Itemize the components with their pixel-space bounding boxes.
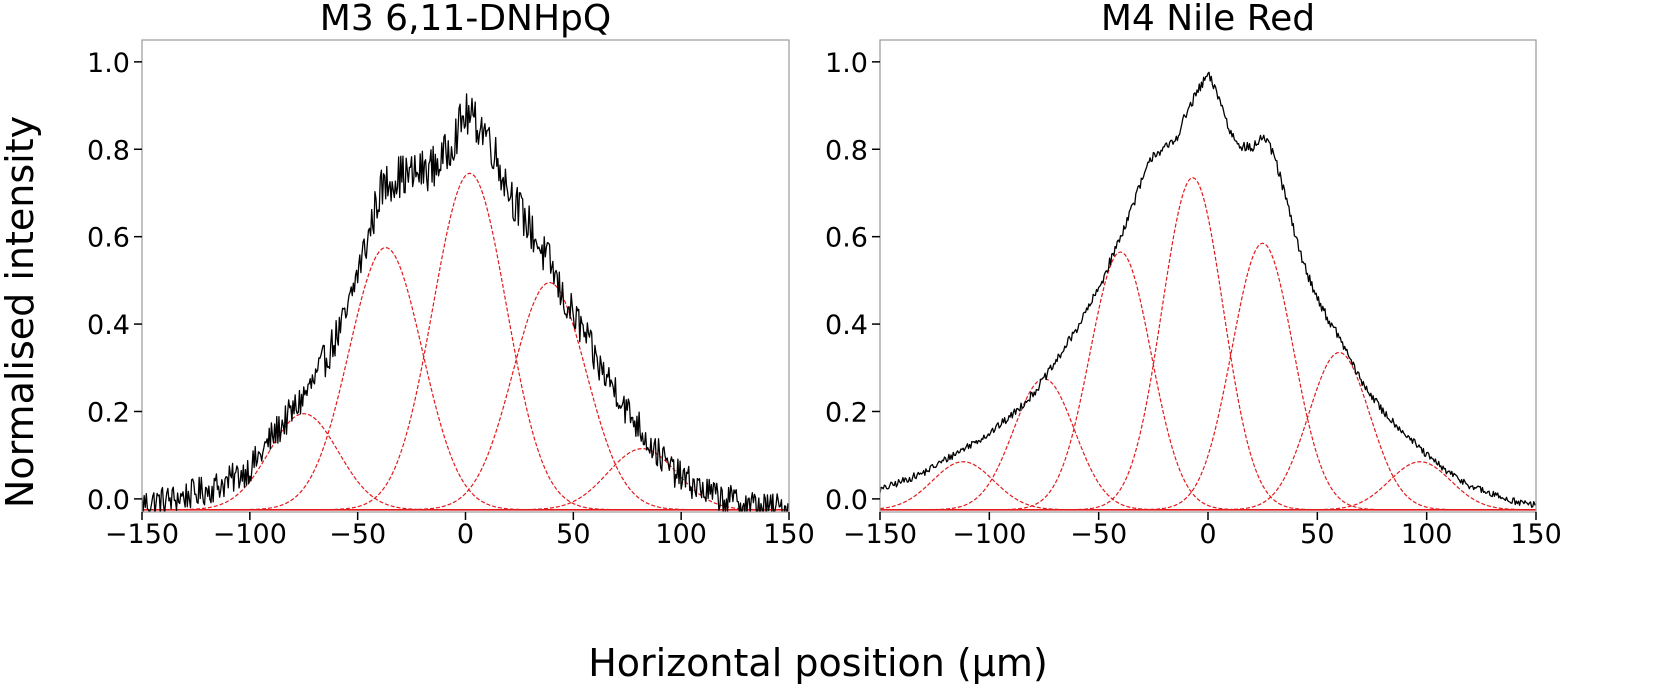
fit-component-3: [880, 251, 1536, 511]
y-tick-label: 0.4: [825, 310, 868, 341]
y-tick-label: 1.0: [87, 48, 130, 79]
x-tick-label: 150: [1510, 519, 1562, 550]
fit-component-2: [880, 378, 1536, 511]
fit-component-5: [880, 242, 1536, 511]
x-tick-label: 0: [1199, 519, 1216, 550]
fit-component-2: [142, 246, 789, 511]
plot-area: [880, 71, 1536, 511]
measured-profile-line: [142, 93, 789, 512]
fit-component-4: [880, 177, 1536, 511]
y-tick-label: 0.2: [87, 397, 130, 428]
y-tick-label: 0.6: [87, 223, 130, 254]
x-tick-label: 100: [1401, 519, 1453, 550]
y-tick-label: 0.0: [825, 485, 868, 516]
figure-xlabel: Horizontal position (µm): [588, 641, 1048, 685]
panel-m4-nile-red: M4 Nile Red −150 −100 −50 0 50 100 150 0.0 0.2 0.4…: [825, 0, 1562, 550]
x-tick-label: −150: [843, 519, 917, 550]
x-tick-label: 150: [763, 519, 815, 550]
x-tick-label: −100: [952, 519, 1026, 550]
measured-profile-line: [880, 71, 1536, 508]
x-tick-label: −50: [329, 519, 386, 550]
fit-component-3: [142, 172, 789, 511]
x-tick-label: 100: [655, 519, 707, 550]
y-tick-label: 0.6: [825, 223, 868, 254]
x-tick-label: −100: [213, 519, 287, 550]
y-tick-label: 0.4: [87, 310, 130, 341]
chart-title: M4 Nile Red: [1101, 0, 1315, 39]
x-tick-label: −150: [105, 519, 179, 550]
x-tick-label: 50: [556, 519, 590, 550]
fit-component-7: [880, 461, 1536, 511]
x-tick-label: 50: [1300, 519, 1334, 550]
panel-m3-dnhpq: M3 6,11-DNHpQ −150 −100 −50 0 50 100 150 0.0 0.2 0…: [87, 0, 815, 550]
y-tick-label: 0.0: [87, 485, 130, 516]
fit-component-1: [880, 461, 1536, 511]
y-tick-label: 0.2: [825, 397, 868, 428]
y-tick-label: 0.8: [87, 135, 130, 166]
y-tick-label: 0.8: [825, 135, 868, 166]
x-tick-label: 0: [457, 519, 474, 550]
plot-area: [142, 93, 789, 512]
figure-ylabel: Normalised intensity: [0, 116, 42, 508]
fit-component-6: [880, 351, 1536, 511]
chart-title: M3 6,11-DNHpQ: [320, 0, 611, 39]
fit-component-4: [142, 281, 789, 511]
x-tick-label: −50: [1070, 519, 1127, 550]
y-tick-label: 1.0: [825, 48, 868, 79]
